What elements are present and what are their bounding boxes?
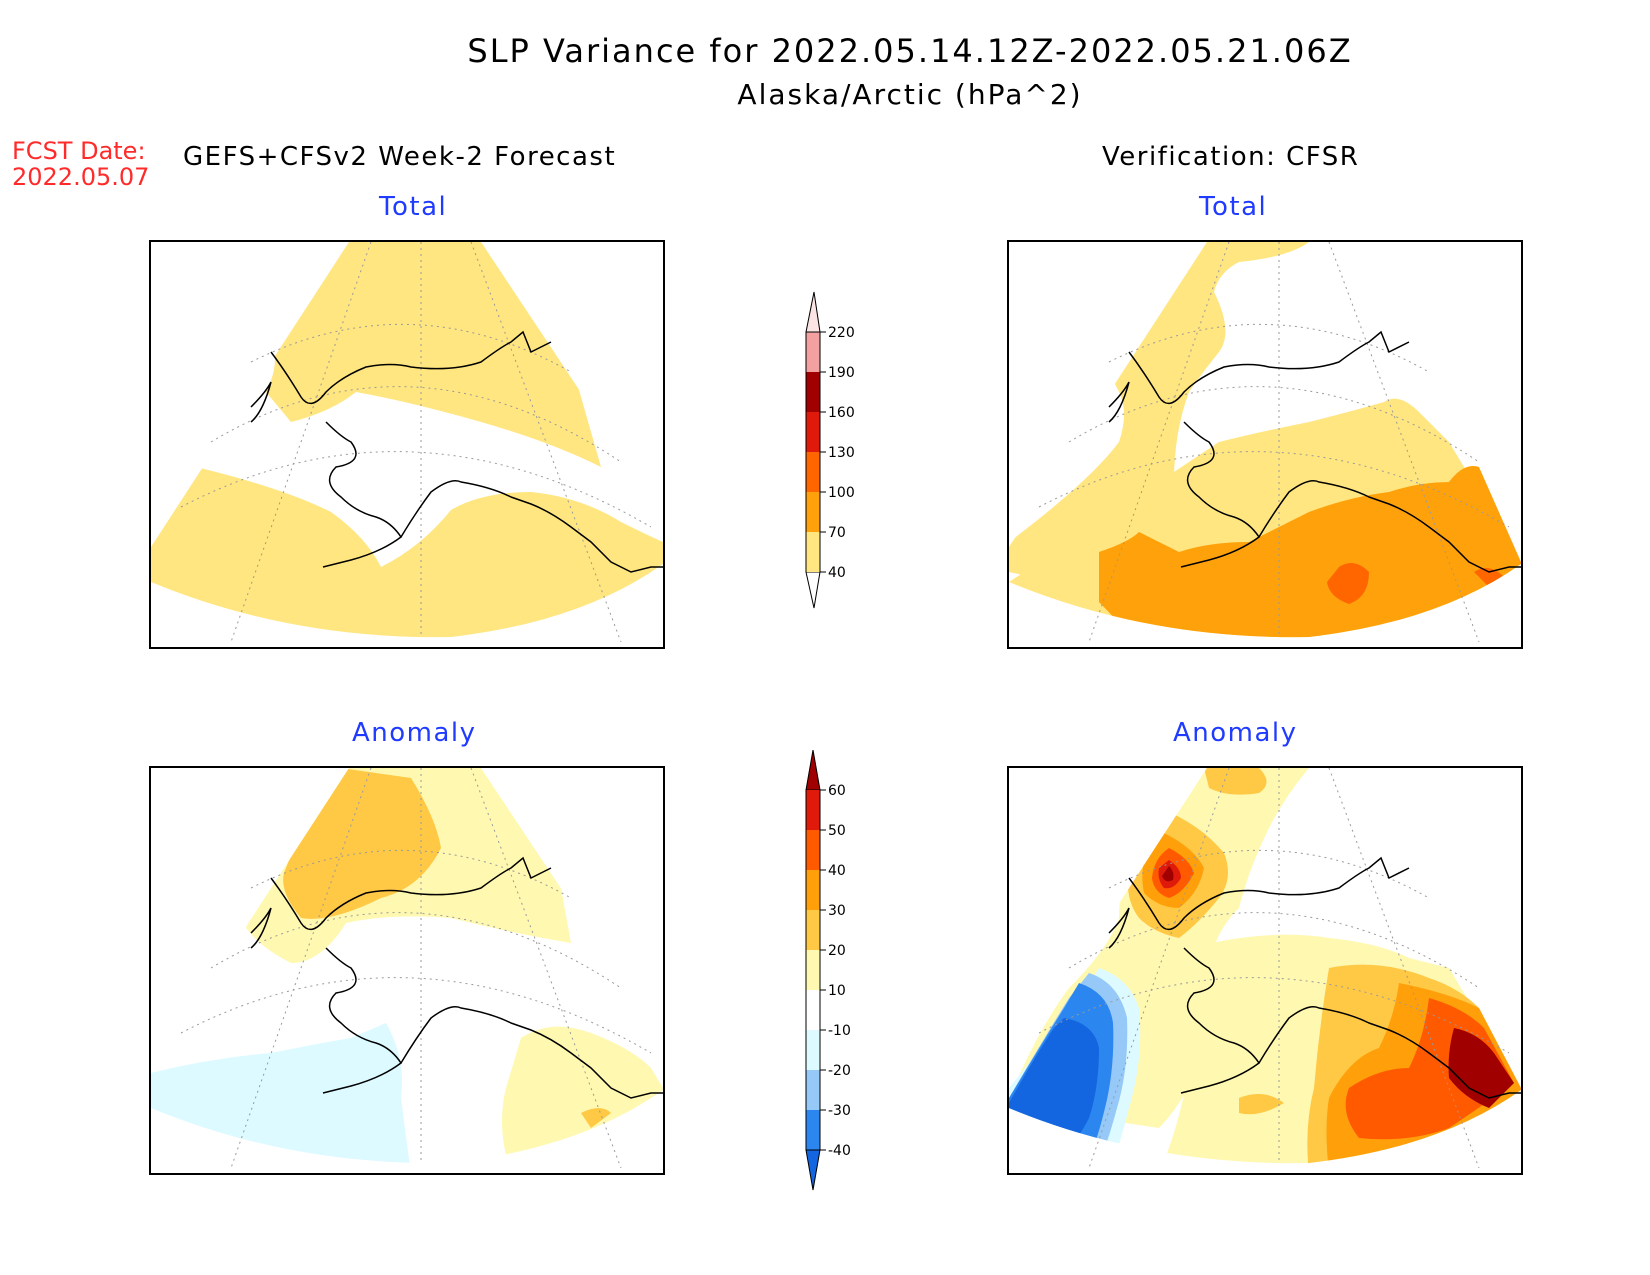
cbar-anom-segment [806,870,820,910]
cbar-total-segment [806,452,820,492]
cbar-anom-label: 20 [828,943,846,959]
cbar-anom-under [805,1149,821,1191]
fcst-total-fill-south [151,457,663,638]
coastline-verification-anomaly [1108,856,1521,1099]
map-forecast-anomaly [149,766,665,1175]
cbar-anom-segment [806,790,820,830]
cbar-total-under [805,571,821,609]
fcst-date-label: FCST Date: [12,137,146,165]
cbar-total-segment [806,492,820,532]
colorbar-anomaly: 60 50 40 30 20 10 -10 -20 -30 -40 [805,750,851,1191]
cbar-anom-label: 30 [828,903,846,919]
verification-header: Verification: CFSR [1102,142,1360,172]
cbar-anom-label: 60 [828,783,846,799]
cbar-total-over [805,291,821,333]
coastline-fcst-total [250,330,663,573]
verification-total-label: Total [1199,192,1268,222]
cbar-anom-segment [806,1110,820,1150]
cbar-anom-label: 50 [828,823,846,839]
cbar-anom-label: 40 [828,863,846,879]
verification-anomaly-label: Anomaly [1173,718,1298,748]
cbar-total-segment [806,372,820,412]
map-verification-total [1007,240,1523,649]
cbar-total-segment [806,332,820,372]
cbar-anom-label: -10 [828,1023,851,1039]
coastline-verification-total [1108,330,1521,573]
cbar-total-segment [806,532,820,572]
cbar-total-label: 40 [828,565,846,581]
cbar-total-label: 220 [828,325,855,341]
forecast-anomaly-label: Anomaly [352,718,477,748]
cbar-total-label: 160 [828,405,855,421]
cbar-anom-segment [806,910,820,950]
cbar-anom-label: -30 [828,1103,851,1119]
figure-title: SLP Variance for 2022.05.14.12Z-2022.05.… [467,32,1353,70]
cbar-anom-label: -20 [828,1063,851,1079]
cbar-total-label: 190 [828,365,855,381]
cbar-anom-segment [806,950,820,990]
cbar-anom-segment [806,1070,820,1110]
cbar-total-label: 130 [828,445,855,461]
forecast-header: GEFS+CFSv2 Week-2 Forecast [183,142,617,172]
cbar-total-segment [806,412,820,452]
cbar-anom-over [805,750,821,791]
cbar-total-label: 70 [828,525,846,541]
figure-subtitle: Alaska/Arctic (hPa^2) [737,78,1083,111]
cbar-anom-label: 10 [828,983,846,999]
coastline-forecast-anomaly [250,856,663,1099]
map-verification-anomaly [1007,766,1523,1175]
fcst-date-value: 2022.05.07 [12,163,150,191]
fcst-date: FCST Date: 2022.05.07 [12,138,149,190]
cbar-anom-segment [806,990,820,1030]
forecast-total-label: Total [379,192,448,222]
cbar-anom-segment [806,1030,820,1070]
fcst-total-fill-north [266,242,601,467]
cbar-anom-label: -40 [828,1143,851,1159]
cbar-anom-segment [806,830,820,870]
colorbar-total: 40 70 100 130 160 190 220 [805,291,855,609]
map-forecast-total [149,240,665,649]
cbar-total-label: 100 [828,485,855,501]
